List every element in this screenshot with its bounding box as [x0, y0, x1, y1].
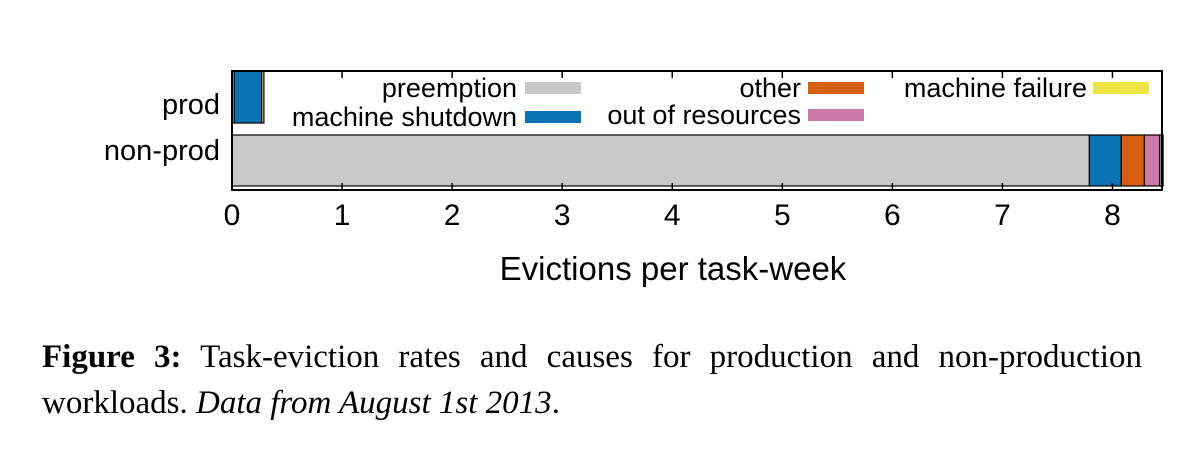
x-tick-label: 7	[994, 199, 1011, 232]
bar-non-prod-machine-shutdown	[1088, 134, 1122, 187]
bar-prod-machine-failure	[261, 70, 265, 124]
figure-caption: Figure 3: Task-eviction rates and causes…	[42, 339, 1142, 421]
legend-label-other: other	[739, 73, 801, 103]
x-tick-label: 0	[224, 199, 241, 232]
x-tick-label: 3	[554, 199, 571, 232]
plot-frame	[231, 70, 1163, 191]
legend-swatch-other	[808, 82, 864, 94]
y-label-prod: prod	[162, 89, 220, 121]
legend-label-preemption: preemption	[382, 73, 517, 103]
bar-non-prod-preemption	[231, 134, 1090, 187]
caption-text: Task-eviction rates and causes for produ…	[42, 339, 1142, 421]
legend-swatch-machine-failure	[1093, 82, 1149, 94]
x-tick-label: 8	[1104, 199, 1121, 232]
y-labels-group: prod non-prod	[104, 89, 220, 167]
caption-label: Figure 3:	[42, 339, 182, 375]
legend-label-machine-failure: machine failure	[904, 73, 1087, 103]
x-tick-label: 1	[334, 199, 351, 232]
x-tick-label: 5	[774, 199, 791, 232]
x-ticks-group: 0 1 2 3 4 5 6 7 8	[224, 71, 1121, 232]
x-tick-label: 4	[664, 199, 681, 232]
legend-swatch-machine-shutdown	[525, 111, 581, 123]
bar-non-prod-other	[1120, 134, 1145, 187]
x-axis-label: Evictions per task-week	[500, 250, 847, 287]
bars-group	[231, 70, 1164, 187]
bar-non-prod-out-of-resources	[1143, 134, 1161, 187]
legend-swatch-preemption	[525, 82, 581, 94]
y-label-non-prod: non-prod	[104, 135, 220, 167]
bar-prod-machine-shutdown	[233, 70, 263, 124]
legend-swatch-out-of-resources	[808, 109, 864, 121]
x-tick-label: 2	[444, 199, 461, 232]
caption-note: Data from August 1st 2013	[195, 385, 552, 421]
x-tick-label: 6	[884, 199, 901, 232]
legend-label-out-of-resources: out of resources	[607, 100, 801, 130]
legend-label-machine-shutdown: machine shutdown	[292, 102, 517, 132]
